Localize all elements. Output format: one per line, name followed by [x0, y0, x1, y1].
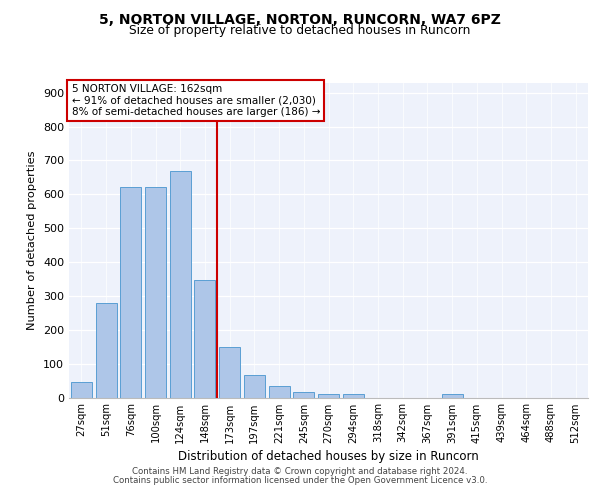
Bar [194, 280, 215, 398]
Bar [71, 382, 92, 398]
Text: Size of property relative to detached houses in Runcorn: Size of property relative to detached ho… [130, 24, 470, 37]
Bar [442, 394, 463, 398]
Text: Contains public sector information licensed under the Open Government Licence v3: Contains public sector information licen… [113, 476, 487, 485]
Bar [170, 170, 191, 398]
Text: Contains HM Land Registry data © Crown copyright and database right 2024.: Contains HM Land Registry data © Crown c… [132, 467, 468, 476]
Bar [343, 394, 364, 398]
Y-axis label: Number of detached properties: Number of detached properties [28, 150, 37, 330]
Bar [318, 394, 339, 398]
X-axis label: Distribution of detached houses by size in Runcorn: Distribution of detached houses by size … [178, 450, 479, 462]
Bar [269, 386, 290, 398]
Bar [244, 376, 265, 398]
Bar [219, 348, 240, 398]
Text: 5, NORTON VILLAGE, NORTON, RUNCORN, WA7 6PZ: 5, NORTON VILLAGE, NORTON, RUNCORN, WA7 … [99, 12, 501, 26]
Text: 5 NORTON VILLAGE: 162sqm
← 91% of detached houses are smaller (2,030)
8% of semi: 5 NORTON VILLAGE: 162sqm ← 91% of detach… [71, 84, 320, 117]
Bar [293, 392, 314, 398]
Bar [95, 304, 116, 398]
Bar [120, 187, 141, 398]
Bar [145, 187, 166, 398]
